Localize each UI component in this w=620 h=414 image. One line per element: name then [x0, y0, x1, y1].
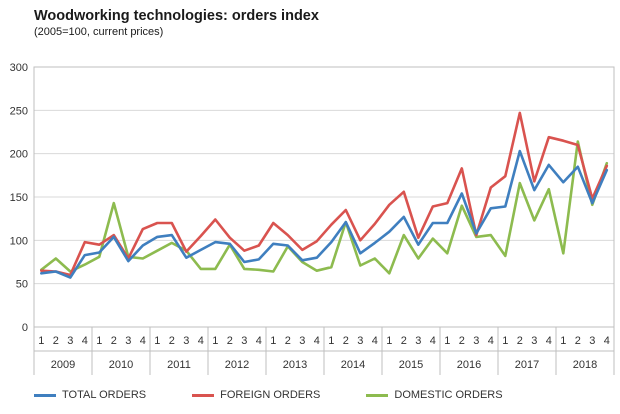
- legend-item-domestic: DOMESTIC ORDERS: [366, 389, 503, 401]
- x-tick-label-quarter: 4: [140, 335, 146, 347]
- x-tick-label-quarter: 2: [227, 335, 233, 347]
- x-tick-label-quarter: 4: [488, 335, 494, 347]
- y-tick-label: 250: [10, 105, 28, 117]
- x-tick-label-quarter: 4: [314, 335, 320, 347]
- x-tick-label-quarter: 1: [444, 335, 450, 347]
- x-tick-label-quarter: 2: [517, 335, 523, 347]
- x-tick-label-quarter: 3: [299, 335, 305, 347]
- x-tick-label-quarter: 3: [589, 335, 595, 347]
- legend-item-total: TOTAL ORDERS: [34, 389, 146, 401]
- x-tick-label-year: 2009: [51, 359, 75, 371]
- x-tick-label-quarter: 2: [111, 335, 117, 347]
- x-tick-label-quarter: 4: [604, 335, 610, 347]
- x-tick-label-quarter: 2: [459, 335, 465, 347]
- y-tick-label: 0: [22, 322, 28, 334]
- x-tick-label-year: 2018: [573, 359, 597, 371]
- x-tick-label-year: 2012: [225, 359, 249, 371]
- x-tick-label-quarter: 4: [198, 335, 204, 347]
- x-tick-label-quarter: 2: [285, 335, 291, 347]
- x-tick-label-quarter: 1: [154, 335, 160, 347]
- x-tick-label-year: 2017: [515, 359, 539, 371]
- legend-swatch-foreign: [192, 393, 215, 397]
- x-tick-label-quarter: 1: [502, 335, 508, 347]
- y-tick-label: 50: [16, 279, 28, 291]
- x-tick-label-year: 2013: [283, 359, 307, 371]
- x-tick-label-quarter: 1: [560, 335, 566, 347]
- x-tick-label-quarter: 2: [343, 335, 349, 347]
- x-tick-label-quarter: 2: [575, 335, 581, 347]
- y-tick-label: 100: [10, 235, 28, 247]
- x-tick-label-quarter: 1: [96, 335, 102, 347]
- x-tick-label-quarter: 4: [546, 335, 552, 347]
- y-tick-label: 200: [10, 149, 28, 161]
- series-line-total: [39, 149, 609, 279]
- x-tick-label-quarter: 3: [125, 335, 131, 347]
- x-tick-label-quarter: 3: [531, 335, 537, 347]
- x-tick-label-quarter: 4: [82, 335, 88, 347]
- legend: TOTAL ORDERS FOREIGN ORDERS DOMESTIC ORD…: [34, 389, 549, 401]
- legend-swatch-total: [34, 393, 56, 397]
- x-tick-label-quarter: 1: [270, 335, 276, 347]
- x-tick-label-year: 2014: [341, 359, 365, 371]
- x-tick-label-quarter: 4: [430, 335, 436, 347]
- x-tick-label-quarter: 3: [357, 335, 363, 347]
- x-tick-label-quarter: 1: [386, 335, 392, 347]
- x-tick-label-quarter: 4: [372, 335, 378, 347]
- x-tick-label-quarter: 4: [256, 335, 262, 347]
- legend-swatch-domestic: [366, 393, 389, 397]
- x-tick-label-quarter: 2: [401, 335, 407, 347]
- x-tick-label-quarter: 3: [415, 335, 421, 347]
- legend-item-foreign: FOREIGN ORDERS: [192, 389, 320, 401]
- x-tick-label-quarter: 3: [241, 335, 247, 347]
- x-tick-label-year: 2010: [109, 359, 133, 371]
- x-tick-label-quarter: 1: [212, 335, 218, 347]
- series-line-domestic: [39, 140, 609, 275]
- y-tick-label: 150: [10, 192, 28, 204]
- x-tick-label-quarter: 1: [328, 335, 334, 347]
- legend-label-foreign: FOREIGN ORDERS: [220, 389, 321, 401]
- legend-label-total: TOTAL ORDERS: [62, 389, 147, 401]
- x-tick-label-quarter: 3: [473, 335, 479, 347]
- x-tick-label-year: 2011: [167, 359, 191, 371]
- x-tick-label-year: 2015: [399, 359, 423, 371]
- x-tick-label-quarter: 2: [53, 335, 59, 347]
- x-tick-label-quarter: 3: [67, 335, 73, 347]
- legend-label-domestic: DOMESTIC ORDERS: [394, 389, 503, 401]
- x-tick-label-quarter: 2: [169, 335, 175, 347]
- x-tick-label-quarter: 3: [183, 335, 189, 347]
- y-tick-label: 300: [10, 62, 28, 74]
- chart-title: Woodworking technologies: orders index: [34, 8, 319, 24]
- chart-subtitle: (2005=100, current prices): [34, 26, 164, 38]
- x-tick-label-year: 2016: [457, 359, 481, 371]
- series-line-foreign: [39, 111, 609, 277]
- x-tick-label-quarter: 1: [38, 335, 44, 347]
